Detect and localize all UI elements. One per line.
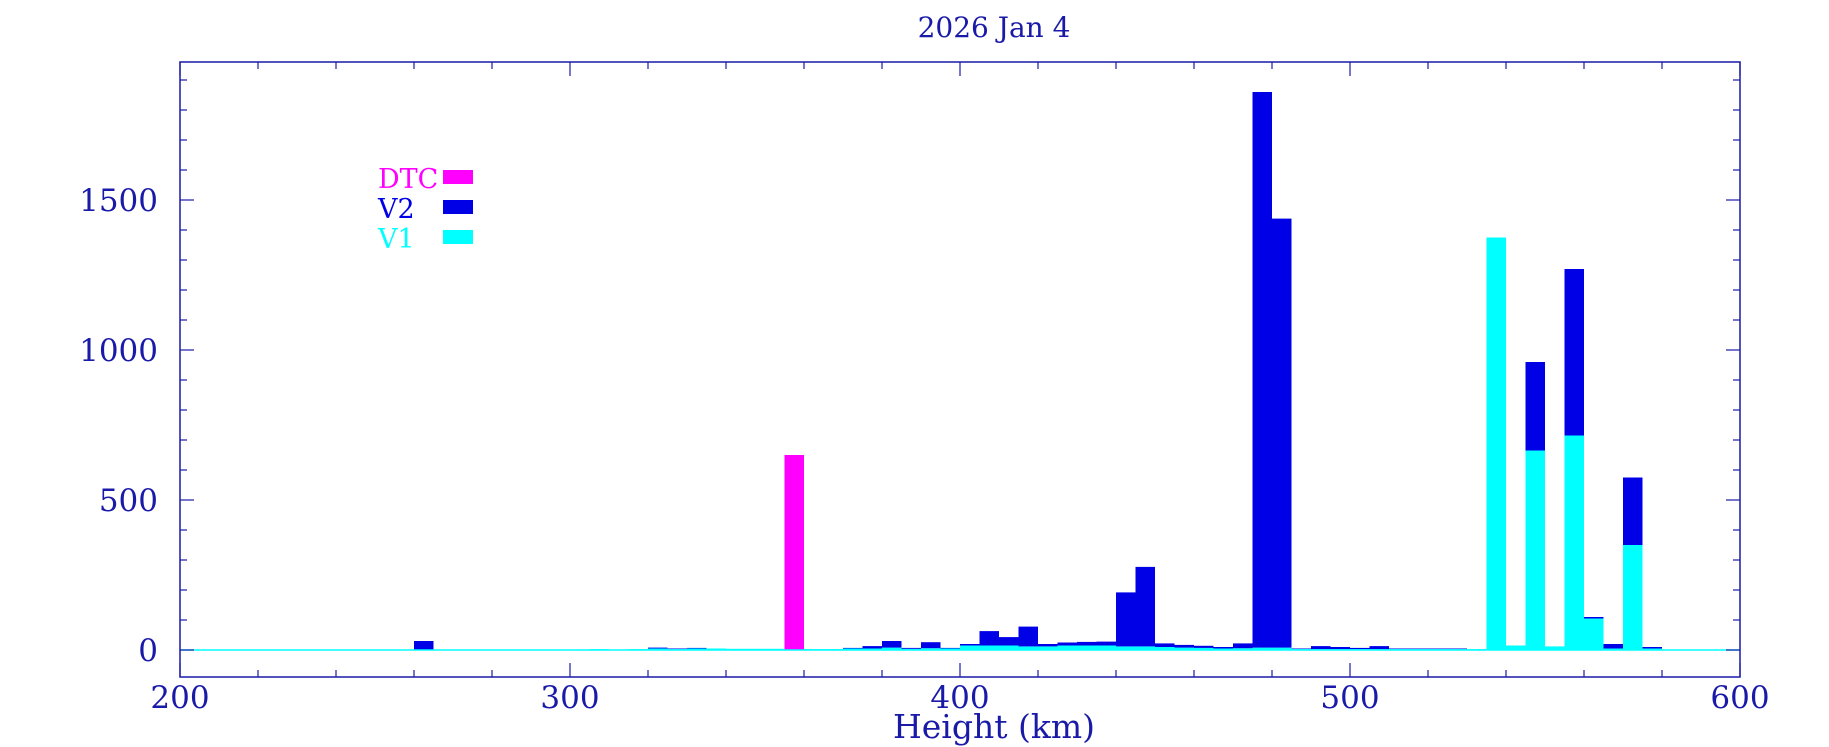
bar-v2-565 <box>1603 644 1623 649</box>
y-tick-label-1500: 1500 <box>79 183 158 219</box>
bar-v1-470 <box>1233 648 1253 650</box>
bars-layer <box>414 92 1662 650</box>
bar-v2-465 <box>1213 647 1233 649</box>
bar-v2-545 <box>1525 362 1545 451</box>
bar-v1-455 <box>1174 647 1194 650</box>
bar-v2-470 <box>1233 643 1253 649</box>
bar-v2-560 <box>1584 617 1604 619</box>
bar-v1-410 <box>999 645 1019 650</box>
bar-v2-475 <box>1252 92 1272 648</box>
bar-v2-325 <box>667 648 687 650</box>
bar-v1-560 <box>1584 618 1604 650</box>
bar-v1-405 <box>979 645 999 650</box>
x-axis-label: Height (km) <box>893 707 1095 746</box>
bar-v2-515 <box>1408 648 1428 650</box>
bar-v1-550 <box>1545 646 1565 650</box>
bar-v2-485 <box>1291 648 1311 650</box>
bar-v2-500 <box>1350 647 1370 650</box>
bar-v2-380 <box>882 641 902 648</box>
y-tick-label-0: 0 <box>138 633 158 669</box>
x-tick-label-400: 400 <box>930 680 989 716</box>
bar-v2-435 <box>1096 641 1116 646</box>
bar-v2-445 <box>1135 566 1155 647</box>
bar-v1-400 <box>960 645 980 650</box>
bar-v1-540 <box>1506 645 1526 650</box>
bar-v2-480 <box>1272 218 1292 648</box>
legend-swatch-v1 <box>443 230 473 244</box>
x-tick-label-500: 500 <box>1320 680 1379 716</box>
bar-v1-535 <box>1486 237 1506 650</box>
legend-label-dtc: DTC <box>378 164 438 195</box>
bar-v1-425 <box>1057 645 1077 650</box>
bar-v2-460 <box>1194 645 1214 648</box>
bar-v2-405 <box>979 631 999 646</box>
bar-v2-520 <box>1428 648 1448 650</box>
bar-v2-400 <box>960 644 980 646</box>
bar-v1-420 <box>1038 646 1058 650</box>
bar-v2-370 <box>843 647 863 649</box>
bar-v2-570 <box>1623 477 1643 545</box>
y-tick-label-1000: 1000 <box>79 333 158 369</box>
bar-v2-450 <box>1155 643 1175 647</box>
y-tick-label-500: 500 <box>99 483 158 519</box>
bar-v2-495 <box>1330 647 1350 650</box>
bar-v2-395 <box>940 647 960 649</box>
bar-v1-380 <box>882 647 902 650</box>
bar-v1-475 <box>1252 647 1272 650</box>
bar-v2-555 <box>1564 269 1584 436</box>
bar-v2-320 <box>648 647 668 649</box>
legend-swatch-dtc <box>443 170 473 184</box>
bar-v2-330 <box>687 647 707 649</box>
bar-v2-410 <box>999 637 1019 646</box>
x-tick-label-300: 300 <box>540 680 599 716</box>
bar-v1-430 <box>1077 645 1097 650</box>
legend-label-v1: V1 <box>377 224 415 255</box>
bar-dtc-355 <box>784 455 804 650</box>
x-tick-label-200: 200 <box>150 680 209 716</box>
ticks-layer <box>179 62 1741 677</box>
bar-v2-440 <box>1116 592 1136 647</box>
bar-v1-570 <box>1623 545 1643 650</box>
legend-swatch-v2 <box>443 200 473 214</box>
legend-label-v2: V2 <box>377 194 415 225</box>
bar-v2-415 <box>1018 626 1038 647</box>
bar-v2-490 <box>1311 646 1331 650</box>
bar-v1-460 <box>1194 647 1214 650</box>
bar-v1-545 <box>1525 450 1545 650</box>
bar-v2-375 <box>862 646 882 649</box>
bar-v1-440 <box>1116 646 1136 650</box>
bar-v1-445 <box>1135 646 1155 650</box>
bar-v1-415 <box>1018 646 1038 650</box>
bar-v2-525 <box>1447 648 1467 650</box>
bar-v1-435 <box>1096 645 1116 650</box>
bar-v2-575 <box>1642 647 1662 649</box>
bar-v2-390 <box>921 642 941 649</box>
x-tick-label-600: 600 <box>1710 680 1769 716</box>
bar-v2-510 <box>1389 648 1409 650</box>
bar-v2-430 <box>1077 641 1097 646</box>
bar-v1-480 <box>1272 647 1292 650</box>
bar-v2-260 <box>414 641 434 650</box>
bar-v2-385 <box>901 647 921 649</box>
bar-v1-555 <box>1564 435 1584 650</box>
chart-title: 2026 Jan 4 <box>918 11 1071 44</box>
bar-v2-455 <box>1174 644 1194 648</box>
bar-v2-420 <box>1038 644 1058 647</box>
tick-labels-layer: 200 300 400 500 600 0 500 1000 1500 <box>79 183 1769 716</box>
bar-v2-505 <box>1369 646 1389 650</box>
bar-v2-425 <box>1057 642 1077 646</box>
bar-v1-450 <box>1155 647 1175 650</box>
bar-v1-390 <box>921 648 941 650</box>
